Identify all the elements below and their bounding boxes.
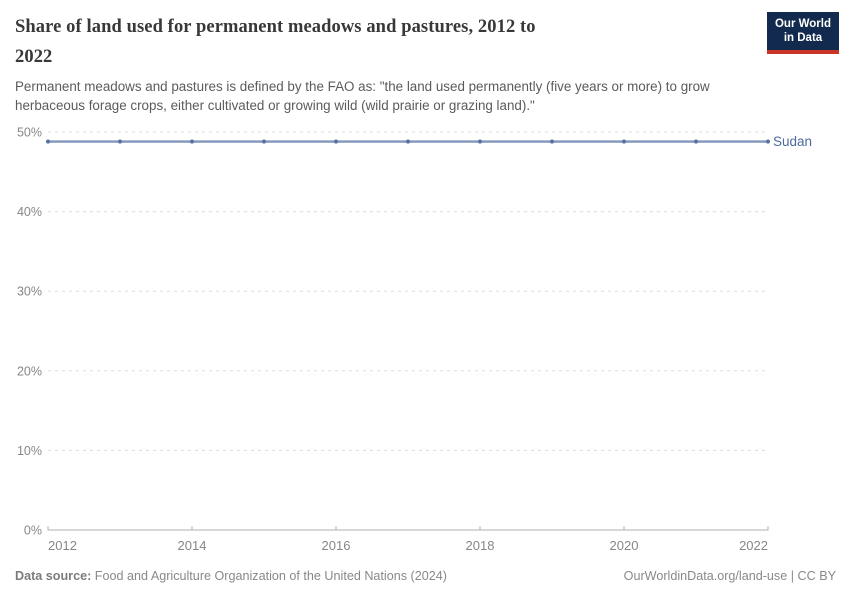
x-tick-label: 2012	[48, 538, 77, 553]
data-point[interactable]	[405, 139, 411, 144]
owid-logo-line1: Our World	[774, 18, 831, 30]
data-source-label: Data source:	[15, 569, 92, 583]
x-tick-label: 2022	[739, 538, 768, 553]
data-point[interactable]	[621, 139, 627, 144]
data-point[interactable]	[333, 139, 339, 144]
x-axis-line	[47, 526, 769, 531]
series-label[interactable]: Sudan	[773, 134, 812, 149]
chart-subtitle: Permanent meadows and pastures is define…	[15, 77, 760, 115]
data-source-text: Food and Agriculture Organization of the…	[94, 569, 447, 583]
data-point[interactable]	[261, 139, 267, 144]
chart-header: Share of land used for permanent meadows…	[15, 12, 760, 115]
data-point[interactable]	[549, 139, 555, 144]
footer: Data source: Food and Agriculture Organi…	[15, 569, 836, 583]
footer-link[interactable]: OurWorldinData.org/land-use | CC BY	[623, 569, 836, 583]
y-tick-label: 0%	[24, 524, 42, 538]
y-tick-label: 20%	[17, 364, 42, 378]
y-tick-label: 40%	[17, 205, 42, 219]
chart-title-line1: Share of land used for permanent meadows…	[15, 17, 536, 37]
data-point[interactable]	[117, 139, 123, 144]
y-tick-label: 50%	[17, 126, 42, 140]
data-point[interactable]	[189, 139, 195, 144]
data-point[interactable]	[45, 139, 51, 144]
x-tick-label: 2018	[466, 538, 495, 553]
chart-title-line2: 2022	[15, 47, 53, 67]
data-point[interactable]	[765, 139, 771, 144]
owid-logo-line2: in Data	[783, 31, 823, 44]
data-point[interactable]	[477, 139, 483, 144]
chart-subtitle-line2: herbaceous forage crops, either cultivat…	[15, 98, 535, 113]
x-tick-label: 2014	[178, 538, 207, 553]
x-tick-label: 2020	[610, 538, 639, 553]
y-tick-label: 30%	[17, 285, 42, 299]
owid-logo[interactable]: Our World in Data	[767, 12, 839, 54]
chart-title: Share of land used for permanent meadows…	[15, 12, 760, 72]
x-tick-label: 2016	[322, 538, 351, 553]
y-tick-label: 10%	[17, 444, 42, 458]
data-point[interactable]	[693, 139, 699, 144]
chart-subtitle-line1: Permanent meadows and pastures is define…	[15, 79, 710, 94]
data-source: Data source: Food and Agriculture Organi…	[15, 569, 447, 583]
